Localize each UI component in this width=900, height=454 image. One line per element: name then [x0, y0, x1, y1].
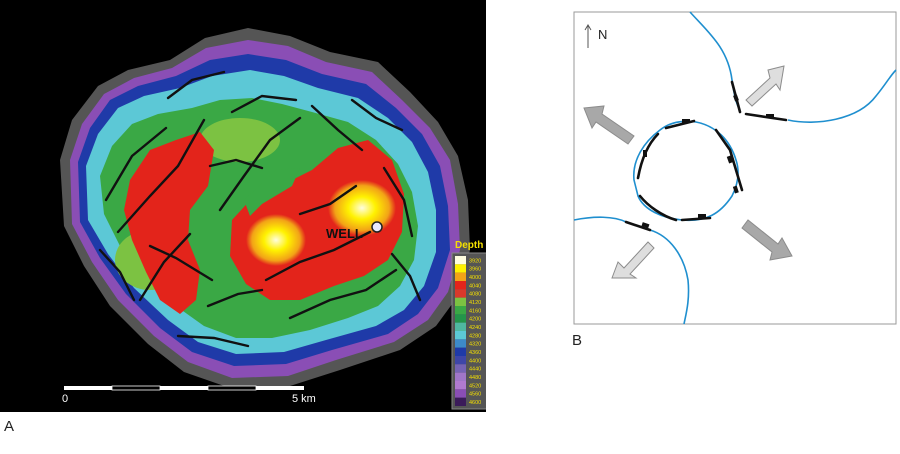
- legend-swatch: [455, 381, 466, 390]
- fracture-tick: [733, 94, 739, 102]
- stream-line: [787, 69, 897, 123]
- legend-label: 4240: [469, 325, 481, 331]
- fracture-tick: [641, 222, 650, 229]
- fault-line: [298, 184, 358, 216]
- map-high-south: [246, 214, 306, 266]
- fault-line: [138, 232, 192, 302]
- legend-swatch: [455, 272, 466, 281]
- scale-bar-segment: [207, 385, 257, 391]
- legend-swatch: [455, 372, 466, 381]
- legend-swatch: [455, 339, 466, 348]
- fault-line: [350, 98, 404, 132]
- fault-line: [104, 126, 168, 202]
- fault-line: [166, 70, 226, 100]
- scale-bar-segment: [256, 386, 304, 390]
- fault-lines: [98, 70, 422, 348]
- legend-label: 4080: [469, 292, 481, 298]
- fault-line: [310, 104, 364, 152]
- fault-line: [148, 244, 214, 282]
- legend-label: 4600: [469, 400, 481, 406]
- fracture-segment: [638, 194, 678, 222]
- legend-label: 3960: [469, 267, 481, 273]
- stress-arrow-se: [741, 219, 793, 261]
- scale-bar-segment: [160, 386, 208, 390]
- fracture-ticks: [641, 94, 774, 229]
- fracture-segment: [714, 128, 744, 192]
- legend-label: 4200: [469, 317, 481, 323]
- panel-b-letter: B: [572, 332, 583, 349]
- scale-bar-segment: [64, 386, 112, 390]
- fault-line: [218, 116, 302, 212]
- legend-swatches: 3920 3960 4000 4040 4080 4120 4160 4200 4240 4280…: [455, 256, 481, 406]
- fault-line: [98, 248, 136, 302]
- legend-swatch: [455, 331, 466, 340]
- fracture-tick: [698, 214, 706, 218]
- north-arrow-head: [584, 24, 592, 31]
- legend-swatch: [455, 389, 466, 398]
- legend-label: 4000: [469, 275, 481, 281]
- legend-swatch: [455, 347, 466, 356]
- well-label: WELL: [326, 226, 363, 241]
- legend-label: 4280: [469, 333, 481, 339]
- stress-arrow-nw: [583, 105, 635, 145]
- legend-label: 4480: [469, 375, 481, 381]
- fault-line: [382, 166, 414, 238]
- scale-start-label: 0: [62, 393, 68, 405]
- legend-label: 4120: [469, 300, 481, 306]
- legend-swatch: [455, 256, 466, 265]
- fault-line: [288, 268, 398, 320]
- legend-label: 4400: [469, 358, 481, 364]
- legend-swatch: [455, 264, 466, 273]
- legend-label: 4160: [469, 308, 481, 314]
- scale-end-label: 5 km: [292, 393, 316, 405]
- fracture-segment: [624, 220, 652, 232]
- fracture-tick: [682, 119, 690, 123]
- fault-line: [264, 230, 372, 282]
- stream-line: [649, 229, 690, 325]
- fracture-tick: [726, 155, 733, 164]
- legend-label: 3920: [469, 258, 481, 264]
- legend-label: 4360: [469, 350, 481, 356]
- fault-line: [116, 118, 206, 234]
- legend-swatch: [455, 314, 466, 323]
- legend-swatch: [455, 322, 466, 331]
- north-arrow: N: [584, 24, 607, 48]
- north-label: N: [598, 27, 607, 42]
- depth-legend: Depth (m) 3920 3960 4000 4040 4080 4120 4160 42…: [451, 240, 486, 410]
- fracture-segment: [680, 216, 712, 222]
- legend-label: 4440: [469, 367, 481, 373]
- stress-diagram-panel: N: [573, 11, 897, 325]
- scale-bar-segment: [111, 385, 161, 391]
- scale-bar: 0 5 km: [62, 385, 316, 405]
- legend-title: Depth (m): [455, 240, 486, 251]
- panel-a-letter: A: [4, 418, 15, 435]
- legend-swatch: [455, 306, 466, 315]
- legend-swatch: [455, 356, 466, 365]
- stress-arrow-ne: [745, 65, 785, 107]
- legend-swatch: [455, 364, 466, 373]
- legend-swatch: [455, 397, 466, 406]
- legend-swatch: [455, 281, 466, 290]
- fracture-tick: [643, 150, 647, 157]
- fault-line: [206, 288, 264, 308]
- stress-arrow-sw: [611, 241, 655, 279]
- map-zone-lightgreen: [200, 118, 280, 162]
- fracture-tick: [732, 185, 739, 194]
- depth-map-panel: WELL Depth (m) 3920 3960 4000 4040 4080 4120 4…: [0, 0, 486, 412]
- fracture-tick: [766, 114, 774, 118]
- map-zone-green-channel: [244, 168, 300, 216]
- well-marker: [371, 221, 383, 233]
- legend-label: 4320: [469, 342, 481, 348]
- stream-line: [573, 216, 627, 223]
- fault-line: [176, 334, 250, 348]
- fault-line: [230, 94, 298, 114]
- legend-label: 4040: [469, 283, 481, 289]
- legend-swatch: [455, 297, 466, 306]
- fault-line: [390, 252, 422, 302]
- legend-label: 4520: [469, 383, 481, 389]
- stress-arrows: [583, 65, 793, 279]
- legend-swatch: [455, 289, 466, 298]
- legend-label: 4560: [469, 392, 481, 398]
- fault-line: [208, 158, 264, 170]
